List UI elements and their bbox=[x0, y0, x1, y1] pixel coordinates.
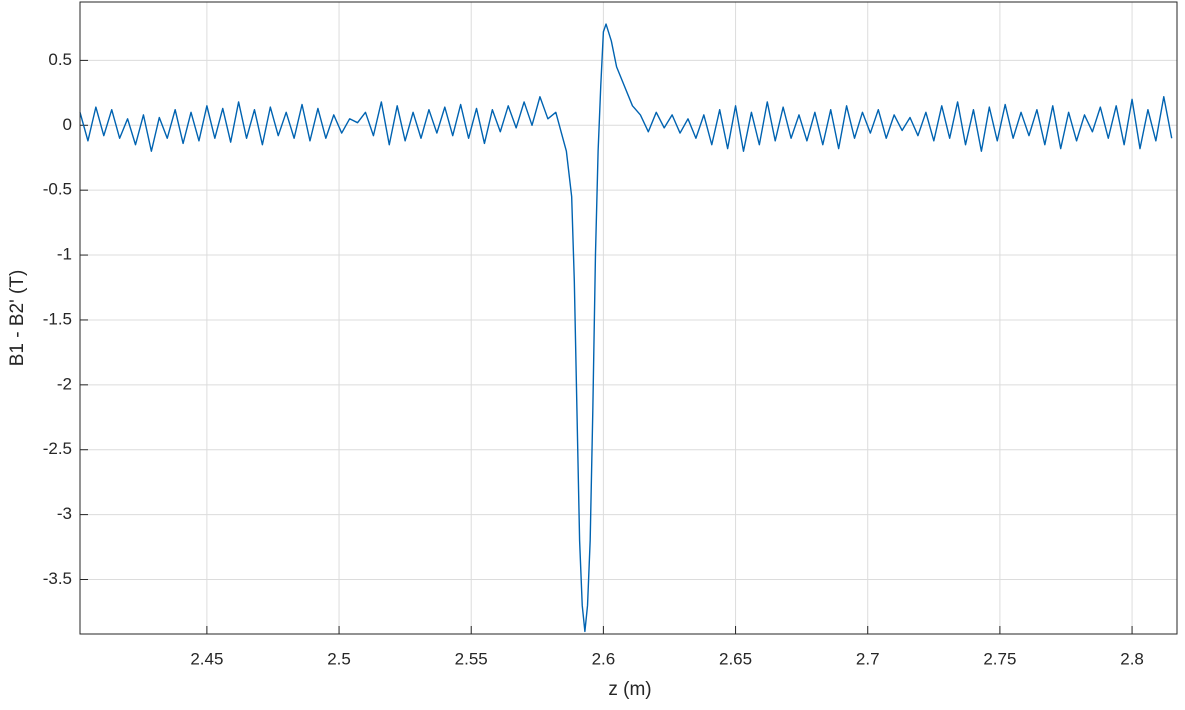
y-tick-label: -3 bbox=[57, 504, 72, 523]
y-tick-label: -1.5 bbox=[43, 309, 72, 328]
x-tick-label: 2.65 bbox=[719, 649, 752, 668]
y-tick-label: -0.5 bbox=[43, 180, 72, 199]
y-tick-label: 0.5 bbox=[48, 50, 72, 69]
x-tick-label: 2.7 bbox=[856, 649, 880, 668]
y-tick-label: -1 bbox=[57, 245, 72, 264]
data-line bbox=[79, 23, 1173, 633]
y-axis-label: B1 - B2' (T) bbox=[7, 270, 28, 367]
y-tick-label: -2 bbox=[57, 374, 72, 393]
plot-area bbox=[80, 2, 1177, 634]
x-tick-label: 2.75 bbox=[983, 649, 1016, 668]
y-tick-label: -3.5 bbox=[43, 569, 72, 588]
x-tick-label: 2.55 bbox=[455, 649, 488, 668]
plot-frame bbox=[79, 1, 1178, 635]
y-tick-label: -2.5 bbox=[43, 439, 72, 458]
x-tick-label: 2.6 bbox=[592, 649, 616, 668]
x-axis-label: z (m) bbox=[608, 679, 651, 700]
x-tick-label: 2.5 bbox=[327, 649, 351, 668]
x-tick-label: 2.8 bbox=[1120, 649, 1144, 668]
x-tick-label: 2.45 bbox=[190, 649, 223, 668]
y-tick-label: 0 bbox=[63, 115, 72, 134]
